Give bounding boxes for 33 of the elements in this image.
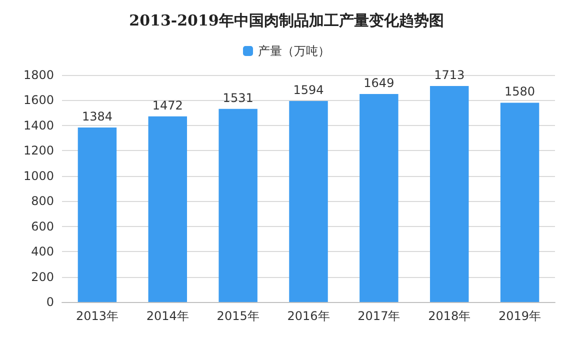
x-tick-label: 2014年 <box>146 309 189 323</box>
data-label: 1713 <box>434 68 465 82</box>
bar <box>289 100 328 302</box>
chart-title: 2013-2019年中国肉制品加工产量变化趋势图 <box>129 12 444 30</box>
y-tick-label: 1400 <box>23 118 54 132</box>
data-label: 1531 <box>222 90 254 105</box>
y-tick-label: 800 <box>31 194 54 208</box>
bar <box>430 86 469 302</box>
legend-label: 产量（万吨） <box>258 44 330 58</box>
x-tick-label: 2019年 <box>498 309 542 323</box>
x-tick-label: 2015年 <box>216 309 260 323</box>
y-tick-label: 1600 <box>23 93 54 108</box>
x-tick-label: 2016年 <box>287 309 330 323</box>
x-tick-label: 2013年 <box>76 309 118 323</box>
x-tick-label: 2018年 <box>428 309 471 323</box>
data-label: 1472 <box>152 98 183 112</box>
y-tick-label: 1000 <box>23 168 54 183</box>
bar <box>78 127 117 302</box>
bar <box>360 94 398 302</box>
bar <box>218 108 258 302</box>
y-tick-label: 1200 <box>23 144 54 158</box>
data-label: 1649 <box>364 76 394 90</box>
y-tick-label: 1800 <box>23 68 54 82</box>
y-tick-label: 600 <box>31 219 54 234</box>
bar <box>148 116 188 302</box>
y-tick-label: 0 <box>46 295 54 309</box>
x-tick-label: 2017年 <box>358 309 400 323</box>
bar <box>500 102 540 302</box>
data-label: 1594 <box>293 82 324 97</box>
y-tick-label: 200 <box>31 270 54 284</box>
y-tick-label: 400 <box>31 244 54 259</box>
data-label: 1384 <box>82 109 112 124</box>
data-label: 1580 <box>504 84 536 99</box>
